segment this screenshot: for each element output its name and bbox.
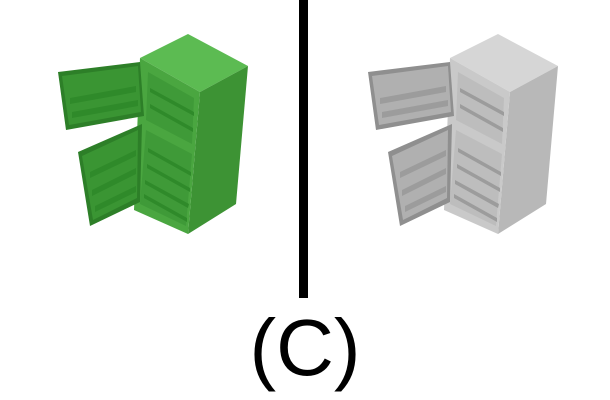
upper-door-bin	[382, 100, 448, 118]
upper-door-bin	[70, 86, 136, 104]
lower-shelf	[458, 148, 501, 176]
lower-door-bin	[90, 150, 136, 178]
fridge-top	[450, 34, 558, 92]
lower-door-bin	[400, 150, 446, 178]
lower-shelf	[457, 164, 500, 192]
lower-shelf	[148, 148, 191, 176]
upper-compartment	[456, 72, 504, 144]
upper-door-bin	[380, 86, 446, 104]
upper-door-bin	[72, 100, 138, 118]
upper-shelf	[150, 88, 194, 116]
lower-shelf	[145, 180, 189, 208]
lower-door-bin	[92, 168, 136, 196]
fridge-top	[140, 34, 248, 92]
lower-shelf	[147, 164, 190, 192]
fridge-side	[188, 66, 248, 234]
lower-door-bin	[95, 186, 136, 212]
fridge-side	[498, 66, 558, 234]
lower-shelf	[454, 194, 497, 222]
upper-shelf	[150, 104, 193, 132]
vertical-divider	[299, 0, 308, 298]
panel-label: (C)	[249, 303, 361, 392]
gray-refrigerator-icon	[368, 34, 558, 234]
upper-shelf	[460, 88, 504, 116]
lower-door-bin	[405, 186, 446, 212]
upper-shelf	[460, 104, 503, 132]
lower-shelf	[455, 180, 499, 208]
upper-compartment	[146, 72, 194, 144]
lower-shelf	[144, 194, 187, 222]
lower-door-bin	[402, 168, 446, 196]
green-refrigerator-icon	[58, 34, 248, 234]
